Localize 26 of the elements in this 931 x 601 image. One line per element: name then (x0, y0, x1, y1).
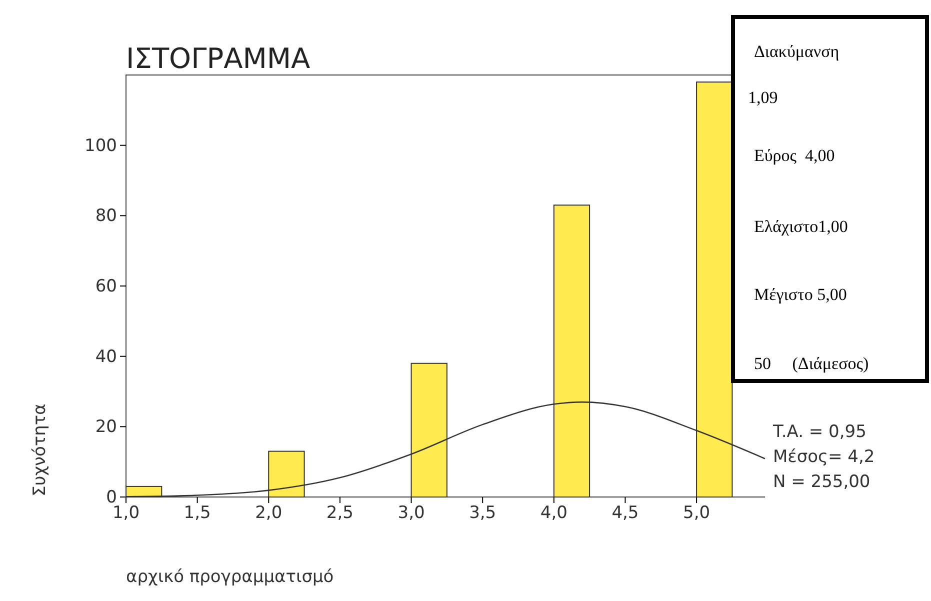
text: T.A. = 0,95 (772, 422, 866, 442)
y-axis-title: Συχνότητα (30, 404, 50, 496)
y-tick-label: 20 (95, 417, 117, 438)
x-tick-label: 2,0 (255, 503, 282, 524)
x-axis-title: αρχικό προγραμματισμό (126, 567, 334, 587)
y-tick-label: 60 (95, 276, 117, 296)
x-tick-label: 1,5 (184, 503, 211, 524)
x-tick-label: 4,0 (540, 503, 568, 524)
x-tick-label: 5,0 (683, 503, 710, 524)
x-tick-label: 3,5 (469, 503, 496, 524)
chart-title: ΙΣΤΟΓΡΑΜΜΑ (126, 42, 310, 75)
text: N = 255,00 (773, 472, 870, 492)
y-tick-label: 80 (95, 206, 117, 226)
annotation: Μέγιστο 5,00 (754, 285, 847, 304)
y-tick-label: 100 (84, 136, 117, 156)
annotation: Ελάχιστο1,00 (754, 217, 848, 236)
x-tick-label: 3,0 (398, 503, 425, 524)
x-tick-label: 2,5 (326, 503, 354, 524)
annotation: 50 (Διάμεσος) (754, 354, 869, 373)
x-tick-label: 4,5 (612, 503, 639, 524)
x-tick-label: 1,0 (112, 503, 140, 524)
text: Μέσος= 4,2 (773, 447, 875, 467)
text: Διακύμανση (754, 42, 840, 61)
annotation: 1,09 (748, 88, 778, 107)
y-tick-label: 40 (95, 346, 117, 367)
annotation: Εύρος 4,00 (754, 146, 835, 165)
